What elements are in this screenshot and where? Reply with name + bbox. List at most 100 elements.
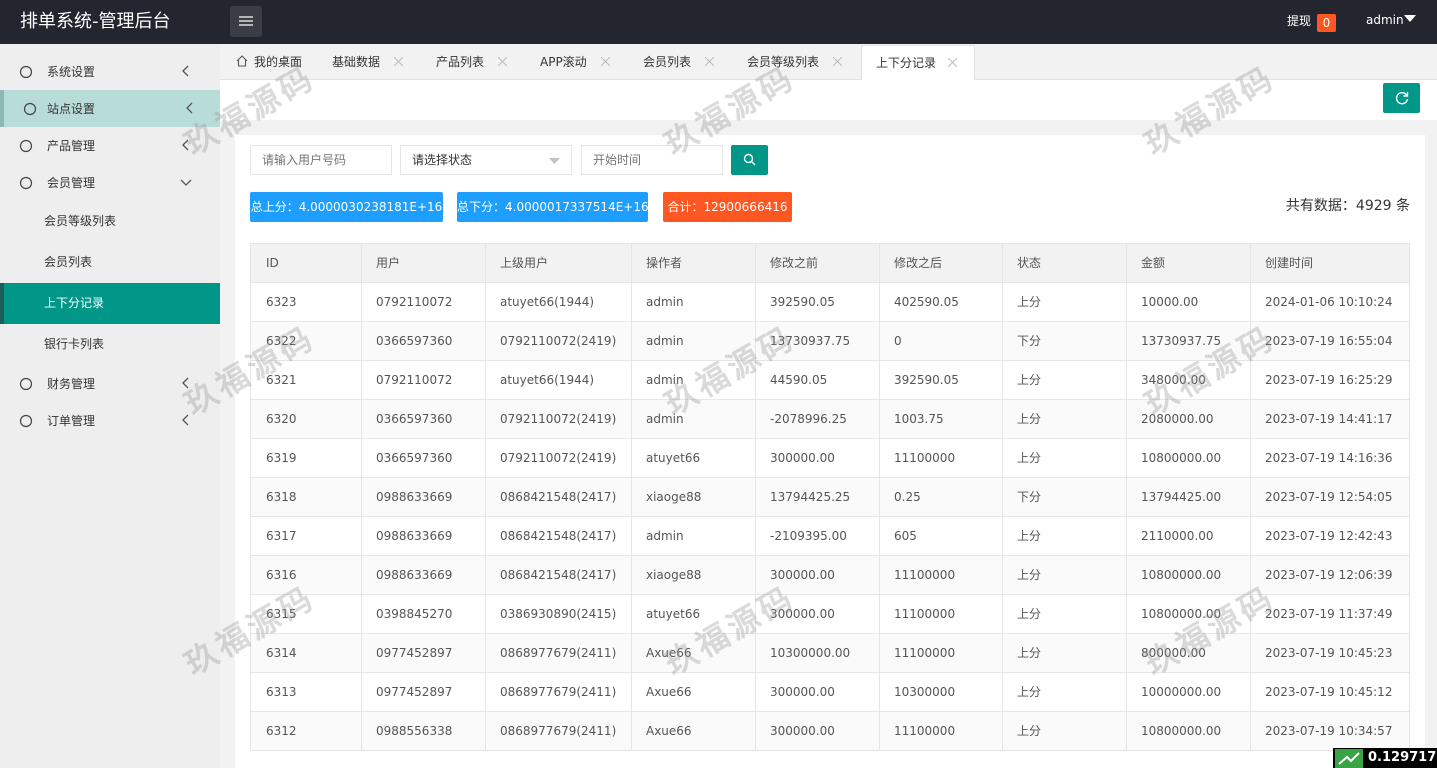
tab-close bbox=[394, 57, 403, 66]
table-cell: 0792110072(2419) bbox=[500, 412, 617, 426]
cell-divider bbox=[631, 439, 632, 478]
cell-divider bbox=[1002, 361, 1003, 400]
cell-divider bbox=[1126, 634, 1127, 673]
tab-label: 会员列表 bbox=[643, 55, 692, 69]
table-cell: 300000.00 bbox=[770, 451, 835, 465]
column-header: 用户 bbox=[376, 256, 401, 270]
table-cell: 6314 bbox=[266, 646, 297, 660]
sidebar-icon bbox=[19, 377, 33, 391]
table-cell: 10800000.00 bbox=[1141, 451, 1222, 465]
refresh-button[interactable] bbox=[1383, 83, 1420, 113]
menu-toggle[interactable] bbox=[230, 6, 262, 37]
cell-divider bbox=[1002, 595, 1003, 634]
table-cell: 0386930890(2415) bbox=[500, 607, 617, 621]
cell-divider bbox=[1250, 283, 1251, 322]
table-cell: 上分 bbox=[1017, 685, 1042, 699]
cell-divider bbox=[1002, 556, 1003, 595]
table-row bbox=[250, 322, 1410, 361]
tab[interactable]: APP滚动 bbox=[526, 45, 629, 80]
table-cell: 11100000 bbox=[894, 724, 956, 738]
top-bar bbox=[0, 0, 1437, 44]
cell-divider bbox=[485, 712, 486, 751]
user-menu[interactable]: admin bbox=[1366, 13, 1404, 27]
table-header bbox=[250, 243, 1410, 283]
sidebar-label: 站点设置 bbox=[47, 102, 96, 116]
cell-divider bbox=[755, 556, 756, 595]
cell-divider bbox=[879, 712, 880, 751]
sidebar-item[interactable]: 系统设置 bbox=[0, 53, 220, 90]
table-cell: 6322 bbox=[266, 334, 297, 348]
table-cell: 2023-07-19 16:55:04 bbox=[1265, 334, 1393, 348]
cell-divider bbox=[1002, 517, 1003, 556]
tab[interactable]: 上下分记录 bbox=[861, 45, 975, 80]
sidebar-subitem[interactable]: 会员等级列表 bbox=[0, 201, 220, 242]
column-divider bbox=[1126, 243, 1127, 283]
cell-divider bbox=[361, 322, 362, 361]
table-cell: 1003.75 bbox=[894, 412, 944, 426]
table-cell: 上分 bbox=[1017, 724, 1042, 738]
sidebar-item[interactable]: 站点设置 bbox=[0, 90, 220, 127]
cell-divider bbox=[631, 595, 632, 634]
column-header: 修改之前 bbox=[770, 256, 819, 270]
record-count: 共有数据：4929 条 bbox=[1285, 198, 1410, 214]
column-header: 上级用户 bbox=[500, 256, 549, 270]
cell-divider bbox=[1250, 439, 1251, 478]
table-row bbox=[250, 673, 1410, 712]
tab[interactable]: 会员列表 bbox=[629, 45, 733, 80]
cell-divider bbox=[879, 595, 880, 634]
cell-divider bbox=[485, 361, 486, 400]
cell-divider bbox=[361, 517, 362, 556]
sidebar-item[interactable]: 订单管理 bbox=[0, 402, 220, 439]
cell-divider bbox=[485, 517, 486, 556]
user-input[interactable]: 请输入用户号码 bbox=[250, 145, 392, 175]
cell-divider bbox=[755, 361, 756, 400]
sidebar-item[interactable]: 财务管理 bbox=[0, 365, 220, 402]
sidebar-icon bbox=[19, 176, 33, 190]
cell-divider bbox=[631, 556, 632, 595]
table-cell: 0792110072 bbox=[376, 295, 453, 309]
table-cell: 11100000 bbox=[894, 646, 956, 660]
sidebar-item[interactable]: 产品管理 bbox=[0, 127, 220, 164]
search-button[interactable] bbox=[731, 145, 768, 175]
sidebar-item[interactable]: 会员管理 bbox=[0, 164, 220, 201]
tab[interactable]: 会员等级列表 bbox=[733, 45, 861, 80]
sidebar-subitem[interactable]: 会员列表 bbox=[0, 242, 220, 283]
sidebar-subitem[interactable]: 上下分记录 bbox=[0, 283, 220, 324]
cell-divider bbox=[361, 712, 362, 751]
table-cell: 0977452897 bbox=[376, 685, 453, 699]
column-divider bbox=[1250, 243, 1251, 283]
table-cell: admin bbox=[646, 295, 684, 309]
cell-divider bbox=[361, 595, 362, 634]
sidebar-icon bbox=[19, 65, 33, 79]
tab-bar bbox=[220, 44, 1437, 80]
tab[interactable]: 产品列表 bbox=[422, 45, 526, 80]
cell-divider bbox=[361, 283, 362, 322]
cell-divider bbox=[631, 478, 632, 517]
tab[interactable]: 我的桌面 bbox=[230, 45, 318, 80]
cell-divider bbox=[755, 439, 756, 478]
table-row bbox=[250, 361, 1410, 400]
cell-divider bbox=[631, 712, 632, 751]
table-cell: -2078996.25 bbox=[770, 412, 847, 426]
date-input[interactable]: 开始时间 bbox=[581, 145, 723, 175]
table-cell: 0988633669 bbox=[376, 568, 453, 582]
sidebar-subitem[interactable]: 银行卡列表 bbox=[0, 324, 220, 365]
table-cell: Axue66 bbox=[646, 724, 692, 738]
status-select[interactable]: 请选择状态 bbox=[400, 145, 572, 175]
table-cell: 10300000.00 bbox=[770, 646, 851, 660]
chevron-left bbox=[182, 65, 189, 77]
table-cell: atuyet66 bbox=[646, 607, 701, 621]
cell-divider bbox=[361, 673, 362, 712]
table-cell: 0792110072(2419) bbox=[500, 334, 617, 348]
table-cell: 6313 bbox=[266, 685, 297, 699]
tab[interactable]: 基础数据 bbox=[318, 45, 422, 80]
cell-divider bbox=[1002, 439, 1003, 478]
cell-divider bbox=[485, 322, 486, 361]
table-cell: 10800000.00 bbox=[1141, 568, 1222, 582]
table-cell: 392590.05 bbox=[770, 295, 835, 309]
table-cell: admin bbox=[646, 529, 684, 543]
table-cell: atuyet66(1944) bbox=[500, 373, 595, 387]
sidebar-label: 系统设置 bbox=[47, 65, 96, 79]
table-cell: atuyet66 bbox=[646, 451, 701, 465]
withdraw-link[interactable]: 提现 bbox=[1287, 14, 1312, 28]
